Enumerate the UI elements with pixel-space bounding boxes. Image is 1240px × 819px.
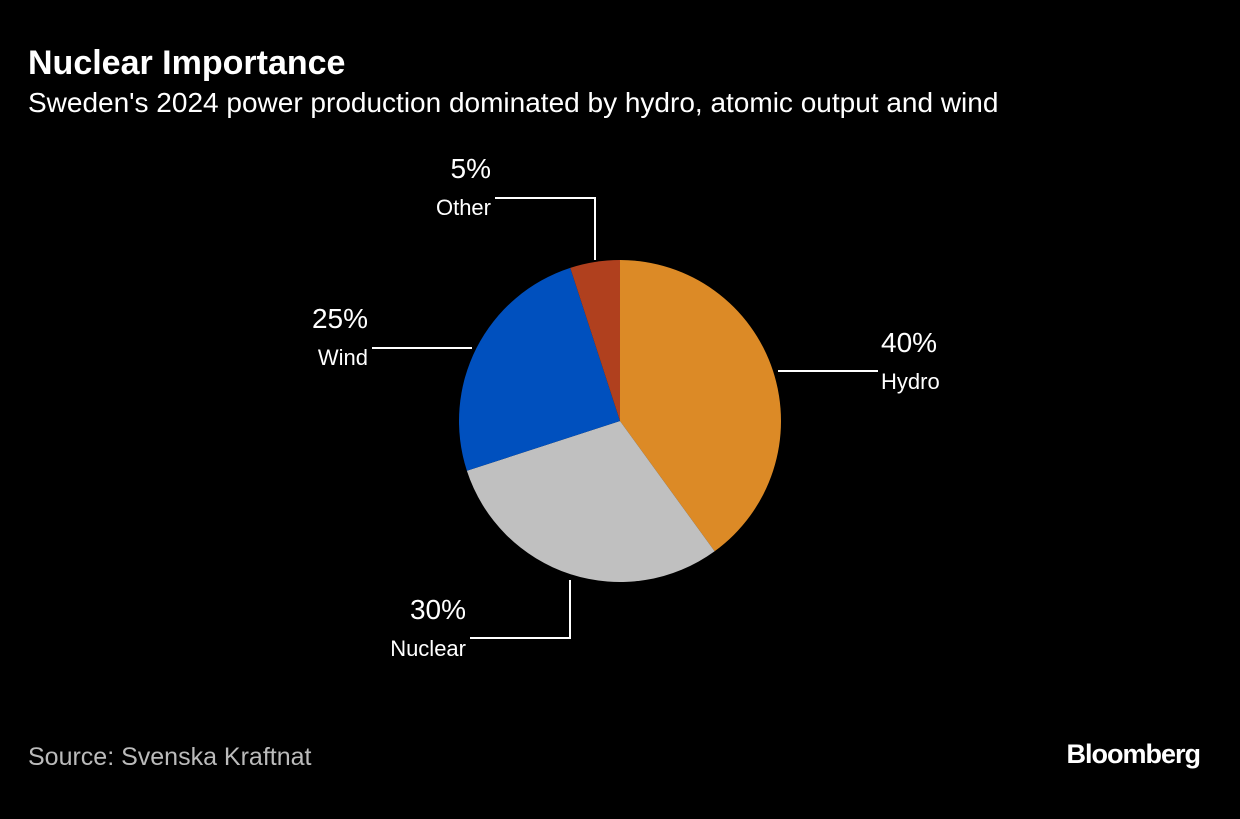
leader-line: [470, 580, 571, 639]
pie-slice: [466, 421, 715, 582]
pie-slice: [459, 267, 620, 471]
value-label: 25%: [312, 303, 368, 334]
brand-logo: Bloomberg: [1066, 739, 1200, 769]
value-label: 40%: [881, 327, 937, 358]
category-label: Other: [436, 195, 491, 220]
value-label: 5%: [451, 153, 491, 184]
pie-slice: [620, 260, 781, 552]
pie-slice: [570, 260, 620, 421]
category-label: Wind: [318, 345, 368, 370]
source: Source: Svenska Kraftnat: [28, 743, 312, 771]
category-label: Hydro: [881, 369, 940, 394]
value-label: 30%: [410, 594, 466, 625]
category-label: Nuclear: [390, 636, 466, 661]
chart-subtitle: Sweden's 2024 power production dominated…: [28, 87, 998, 118]
leader-line: [495, 197, 596, 260]
chart-title: Nuclear Importance: [28, 44, 345, 82]
